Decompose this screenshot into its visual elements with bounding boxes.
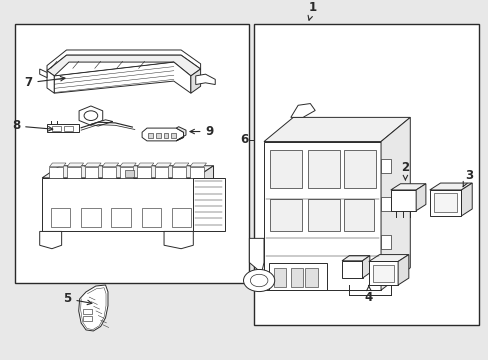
Text: 7: 7 bbox=[24, 76, 65, 89]
Polygon shape bbox=[368, 255, 408, 261]
Polygon shape bbox=[172, 163, 188, 167]
Polygon shape bbox=[47, 55, 200, 76]
Polygon shape bbox=[193, 178, 224, 231]
Polygon shape bbox=[40, 231, 61, 249]
Bar bbox=[47, 124, 79, 132]
Bar bbox=[52, 126, 61, 131]
Bar bbox=[163, 133, 168, 139]
Text: 5: 5 bbox=[63, 292, 92, 305]
Text: 9: 9 bbox=[190, 125, 213, 138]
Bar bbox=[155, 167, 168, 178]
Bar bbox=[111, 208, 131, 227]
Text: 6: 6 bbox=[240, 133, 248, 147]
Polygon shape bbox=[341, 261, 362, 278]
Bar bbox=[82, 316, 92, 321]
Circle shape bbox=[243, 269, 274, 292]
Polygon shape bbox=[380, 159, 390, 173]
Polygon shape bbox=[155, 163, 171, 167]
Circle shape bbox=[84, 111, 98, 121]
Polygon shape bbox=[67, 163, 83, 167]
Polygon shape bbox=[362, 256, 369, 278]
Polygon shape bbox=[176, 127, 185, 141]
Polygon shape bbox=[429, 190, 461, 216]
Bar bbox=[171, 208, 191, 227]
Polygon shape bbox=[397, 255, 408, 285]
Polygon shape bbox=[195, 74, 215, 85]
Polygon shape bbox=[429, 183, 471, 190]
Polygon shape bbox=[47, 50, 200, 71]
Polygon shape bbox=[368, 261, 397, 285]
Bar bbox=[344, 199, 373, 231]
Polygon shape bbox=[380, 197, 390, 211]
Bar bbox=[102, 167, 116, 178]
Polygon shape bbox=[49, 163, 66, 167]
Polygon shape bbox=[40, 69, 47, 78]
Polygon shape bbox=[54, 62, 190, 93]
Polygon shape bbox=[461, 183, 471, 216]
Text: 1: 1 bbox=[307, 1, 316, 20]
Text: 3: 3 bbox=[462, 168, 472, 187]
Polygon shape bbox=[268, 262, 327, 290]
Polygon shape bbox=[120, 163, 136, 167]
Polygon shape bbox=[142, 128, 183, 141]
Bar bbox=[254, 24, 478, 325]
Bar bbox=[82, 309, 92, 314]
Text: 8: 8 bbox=[12, 120, 53, 132]
Polygon shape bbox=[137, 163, 154, 167]
Bar bbox=[269, 150, 301, 188]
Polygon shape bbox=[79, 106, 102, 125]
Bar bbox=[189, 167, 203, 178]
Bar bbox=[148, 133, 153, 139]
Polygon shape bbox=[380, 117, 409, 290]
Polygon shape bbox=[79, 285, 108, 331]
Polygon shape bbox=[163, 231, 193, 249]
Text: 2: 2 bbox=[401, 161, 408, 180]
Bar bbox=[269, 199, 301, 231]
Polygon shape bbox=[390, 184, 425, 190]
Polygon shape bbox=[264, 141, 380, 290]
Polygon shape bbox=[102, 163, 119, 167]
Polygon shape bbox=[380, 235, 390, 249]
Bar bbox=[172, 167, 185, 178]
Bar bbox=[84, 167, 98, 178]
Polygon shape bbox=[195, 166, 213, 231]
Bar bbox=[64, 126, 73, 131]
Bar bbox=[142, 208, 161, 227]
Bar bbox=[81, 208, 101, 227]
Bar bbox=[433, 193, 456, 212]
Bar bbox=[120, 167, 133, 178]
Polygon shape bbox=[290, 104, 315, 117]
Polygon shape bbox=[91, 120, 113, 126]
Bar bbox=[67, 167, 81, 178]
Bar bbox=[307, 150, 339, 188]
Bar bbox=[51, 208, 70, 227]
Polygon shape bbox=[189, 163, 206, 167]
Polygon shape bbox=[341, 256, 369, 261]
Bar bbox=[137, 167, 151, 178]
Polygon shape bbox=[190, 69, 200, 93]
Polygon shape bbox=[390, 190, 415, 211]
Circle shape bbox=[250, 274, 267, 287]
Text: 4: 4 bbox=[364, 285, 372, 304]
Polygon shape bbox=[42, 178, 195, 231]
Bar bbox=[125, 170, 134, 177]
Bar bbox=[49, 167, 63, 178]
Polygon shape bbox=[84, 163, 101, 167]
Bar bbox=[171, 133, 176, 139]
Polygon shape bbox=[415, 184, 425, 211]
Bar bbox=[156, 133, 160, 139]
Bar bbox=[307, 199, 339, 231]
Bar bbox=[15, 24, 249, 283]
Bar bbox=[290, 268, 303, 287]
Bar bbox=[344, 150, 375, 188]
Polygon shape bbox=[249, 238, 264, 273]
Bar bbox=[305, 268, 317, 287]
Bar bbox=[273, 268, 285, 287]
Polygon shape bbox=[47, 71, 54, 93]
Polygon shape bbox=[42, 166, 213, 178]
Polygon shape bbox=[264, 117, 409, 141]
Bar bbox=[372, 265, 393, 282]
